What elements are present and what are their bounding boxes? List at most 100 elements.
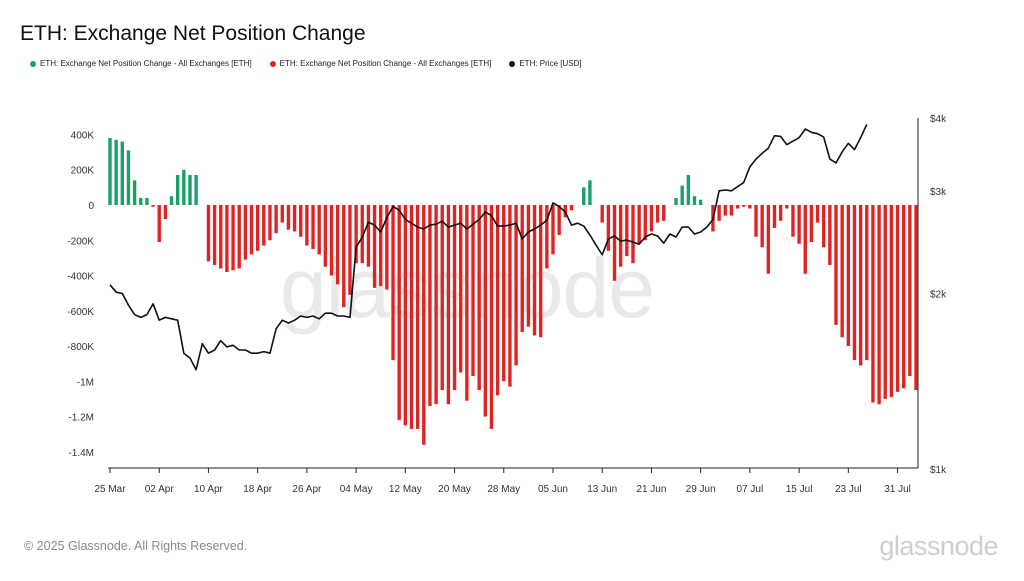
bar-negative bbox=[335, 205, 340, 285]
y-left-tick-label: -1.2M bbox=[68, 413, 94, 424]
y-left-tick-label: -600K bbox=[67, 307, 94, 318]
y-left-tick-label: -800K bbox=[67, 342, 94, 353]
bar-negative bbox=[366, 205, 371, 267]
bar-negative bbox=[772, 205, 777, 228]
bar-positive bbox=[126, 150, 131, 205]
bar-positive bbox=[188, 175, 192, 205]
bar-negative bbox=[538, 205, 543, 338]
bar-negative bbox=[508, 205, 512, 387]
bar-positive bbox=[674, 197, 678, 205]
bar-negative bbox=[151, 205, 155, 207]
bar-negative bbox=[551, 205, 555, 255]
bar-negative bbox=[766, 205, 771, 274]
bar-negative bbox=[852, 205, 857, 361]
bar-negative bbox=[446, 205, 451, 405]
bar-positive bbox=[108, 138, 112, 205]
bar-negative bbox=[212, 205, 217, 265]
legend-item-price[interactable]: ETH: Price [USD] bbox=[509, 59, 582, 68]
bar-negative bbox=[514, 205, 518, 366]
x-tick-label: 29 Jun bbox=[686, 484, 716, 495]
x-tick-label: 31 Jul bbox=[884, 484, 911, 495]
bar-negative bbox=[717, 205, 721, 221]
legend: ETH: Exchange Net Position Change - All … bbox=[30, 59, 600, 68]
y-left-tick-label: 200K bbox=[71, 166, 95, 177]
bar-negative bbox=[243, 205, 248, 260]
bar-negative bbox=[662, 205, 666, 221]
bar-negative bbox=[274, 205, 278, 234]
bar-negative bbox=[483, 205, 488, 417]
bar-positive bbox=[692, 196, 697, 205]
bar-negative bbox=[317, 205, 321, 255]
bar-negative bbox=[526, 205, 531, 327]
x-tick-label: 07 Jul bbox=[737, 484, 764, 495]
y-left-tick-label: 0 bbox=[88, 201, 94, 212]
bar-negative bbox=[625, 205, 629, 257]
bar-negative bbox=[379, 205, 383, 287]
y-right-tick-label: $4k bbox=[930, 114, 947, 125]
bar-negative bbox=[471, 205, 475, 377]
bar-negative bbox=[249, 205, 254, 255]
legend-item-positive[interactable]: ETH: Exchange Net Position Change - All … bbox=[30, 59, 252, 68]
bar-positive bbox=[145, 197, 149, 205]
legend-dot-black bbox=[509, 60, 516, 67]
bar-negative bbox=[797, 205, 801, 244]
price-line bbox=[109, 124, 868, 371]
x-tick-label: 02 Apr bbox=[145, 484, 175, 495]
legend-dot-red bbox=[269, 60, 276, 67]
bar-negative bbox=[902, 205, 906, 389]
bar-negative bbox=[858, 205, 863, 366]
bar-negative bbox=[785, 205, 789, 209]
glassnode-logo: glassnode bbox=[879, 531, 998, 561]
bar-negative bbox=[871, 205, 875, 403]
bar-positive bbox=[588, 180, 592, 205]
legend-label-negative: ETH: Exchange Net Position Change - All … bbox=[279, 59, 492, 68]
legend-item-negative[interactable]: ETH: Exchange Net Position Change - All … bbox=[269, 59, 492, 68]
y-left-tick-label: -400K bbox=[67, 272, 94, 283]
bar-negative bbox=[255, 205, 260, 251]
bar-negative bbox=[914, 205, 918, 391]
bar-positive bbox=[114, 139, 118, 205]
legend-label-positive: ETH: Exchange Net Position Change - All … bbox=[40, 59, 252, 68]
bar-negative bbox=[908, 205, 912, 377]
bar-negative bbox=[206, 205, 211, 262]
bar-negative bbox=[846, 205, 851, 347]
y-left-tick-label: -1M bbox=[77, 377, 94, 388]
bar-negative bbox=[231, 205, 235, 271]
bar-negative bbox=[391, 205, 395, 361]
x-tick-label: 18 Apr bbox=[243, 484, 273, 495]
bar-negative bbox=[502, 205, 506, 382]
bar-positive bbox=[182, 169, 186, 205]
bar-negative bbox=[840, 205, 844, 338]
bar-negative bbox=[477, 205, 481, 391]
x-tick-label: 10 Apr bbox=[194, 484, 224, 495]
bar-negative bbox=[754, 205, 758, 237]
bar-negative bbox=[742, 205, 746, 207]
bar-negative bbox=[606, 205, 611, 251]
bar-negative bbox=[495, 205, 500, 396]
bar-negative bbox=[569, 205, 574, 211]
bar-negative bbox=[157, 205, 161, 243]
bar-negative bbox=[311, 205, 315, 250]
bar-positive bbox=[120, 141, 124, 205]
x-tick-label: 15 Jul bbox=[786, 484, 813, 495]
x-tick-label: 12 May bbox=[389, 484, 422, 495]
bar-negative bbox=[459, 205, 463, 373]
bar-negative bbox=[834, 205, 838, 325]
bar-negative bbox=[520, 205, 524, 332]
x-tick-label: 23 Jul bbox=[835, 484, 862, 495]
y-left-tick-label: 400K bbox=[71, 130, 95, 141]
y-left-tick-label: -1.4M bbox=[68, 448, 94, 459]
bar-negative bbox=[403, 205, 408, 426]
bar-negative bbox=[600, 205, 604, 223]
bar-negative bbox=[163, 205, 168, 220]
x-tick-label: 04 May bbox=[340, 484, 373, 495]
bar-negative bbox=[452, 205, 457, 391]
y-right-tick-label: $1k bbox=[930, 465, 947, 476]
y-right-tick-label: $3k bbox=[930, 187, 947, 198]
bar-negative bbox=[532, 205, 537, 336]
x-tick-label: 21 Jun bbox=[636, 484, 666, 495]
x-tick-label: 28 May bbox=[487, 484, 520, 495]
bar-negative bbox=[237, 205, 241, 269]
bar-negative bbox=[409, 205, 414, 429]
